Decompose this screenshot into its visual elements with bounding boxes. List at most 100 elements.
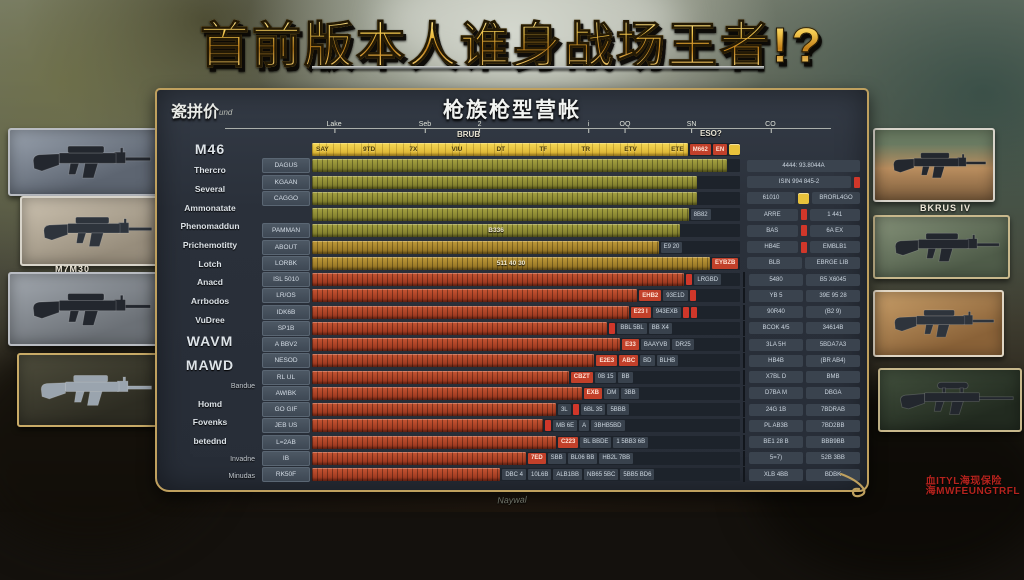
value-chip: 3BHB5BD xyxy=(591,420,625,432)
watermark-line-2: 海MWFEUNGTRFL xyxy=(925,486,1020,497)
bar-zone: EXB DM 3BB xyxy=(312,386,740,400)
stat-bar xyxy=(312,403,556,416)
row-values: YB 5 39E 95 28 xyxy=(743,288,860,304)
row-values: 4444: 93.8044A xyxy=(743,158,860,173)
value-chip: M662 xyxy=(689,144,711,155)
table-row: IB 7ED SBB BL06 BB HB2L 7BB 5=7) 52B 3BB xyxy=(262,450,860,466)
border-curl-ornament xyxy=(839,472,866,498)
bar-segment-label: SAY xyxy=(316,146,329,153)
weapon-card-left-4 xyxy=(17,353,162,427)
weapon-name: MAWD xyxy=(185,357,235,374)
bar-segment-label: TF xyxy=(539,146,548,153)
stats-panel: 枪族枪型营帐 瓷拼价 und Lake Seb 2 i OQ SN CO BRUB ESO?… xyxy=(155,88,869,506)
scale-tick-label: OQ xyxy=(619,121,631,133)
row-label: L=2AB xyxy=(262,434,310,450)
row-label: ISL 5010 xyxy=(262,272,310,287)
value-chip: EHB2 xyxy=(639,290,662,302)
table-row: RL UL CBZT 0B 15 BB X7BL D BMB xyxy=(262,369,860,385)
bar-zone: E9 20 xyxy=(312,240,740,254)
table-row: CAGGO 61010 BRORL4GO xyxy=(262,190,860,206)
value-chip: 61010 xyxy=(747,192,795,205)
value-chip: 5=7) xyxy=(749,452,803,465)
stat-bar xyxy=(312,435,556,449)
value-chip: EBRGE LIB xyxy=(805,257,860,270)
row-label: IDK6B xyxy=(262,304,310,320)
row-values: X7BL D BMB xyxy=(743,369,860,385)
value-chip: EYBZB xyxy=(712,257,739,269)
table-row: DAGUS 4444: 93.8044A xyxy=(262,158,860,174)
row-values: PL AB3B 7BD2BB xyxy=(743,418,860,434)
row-values: 5=7) 52B 3BB xyxy=(743,450,860,466)
row-values: HB4B (BR AB4) xyxy=(743,353,860,369)
stat-bar xyxy=(312,321,607,335)
stat-bar: 511 40 30 xyxy=(312,256,710,270)
bar-zone: LRGBD xyxy=(312,273,740,286)
bar-zone: 7ED SBB BL06 BB HB2L 7BB xyxy=(312,451,740,465)
scale-tick-label: SN xyxy=(686,121,697,133)
value-chip: BLHB xyxy=(656,355,679,367)
bar-segment-label: ETV xyxy=(624,146,637,153)
weapon-card-right-2 xyxy=(873,215,1010,279)
value-chip: C223 xyxy=(557,436,579,448)
weapon-card-left-1 xyxy=(8,128,162,196)
value-chip: E9 20 xyxy=(660,241,683,253)
weapon-name: VuDree xyxy=(195,314,225,325)
row-values: D7BA M DBGA xyxy=(743,385,860,401)
value-chip xyxy=(729,144,740,155)
row-label: JEB US xyxy=(262,418,310,434)
row-values: BAS 6A EX xyxy=(743,223,860,238)
bar-zone: E2E3 ABC BD BLHB xyxy=(312,354,740,368)
value-chip: 24G 1B xyxy=(749,403,803,416)
weapon-name: Phenomaddun xyxy=(180,221,240,232)
stat-bar xyxy=(312,159,727,173)
stat-bar xyxy=(312,208,689,221)
weapon-name: Bandue xyxy=(230,382,255,390)
stat-bar xyxy=(312,370,569,384)
table-row: SP1B BBL 5BL BB X4 BCOK 4/5 34614B xyxy=(262,320,860,336)
table-row: KGAAN ISIN 994 845-2 xyxy=(262,174,860,190)
value-chip: 3BB xyxy=(621,387,639,399)
value-chip xyxy=(854,176,860,188)
value-chip: 7BDRAB xyxy=(806,403,860,416)
stat-bar xyxy=(312,191,697,205)
value-chip: BAAYVB xyxy=(640,339,671,350)
value-chip xyxy=(609,322,616,334)
value-chip: ALB1BB xyxy=(553,469,583,480)
value-chip: BL06 BB xyxy=(567,452,598,464)
watermark: 血ITYL海现保险 海MWFEUNGTRFL xyxy=(926,477,1020,497)
value-chip xyxy=(800,209,807,220)
value-chip xyxy=(798,192,809,204)
panel-title: 枪族枪型营帐 xyxy=(443,99,581,122)
value-chip: SBB xyxy=(547,452,566,464)
bar-segment-label: 9TD xyxy=(362,146,376,153)
table-row: IDK6B E23 I 943EXB 90R40 (B2 9) xyxy=(262,304,860,320)
bar-zone xyxy=(312,191,740,205)
weapon-name: Thercro xyxy=(194,165,226,176)
value-chip xyxy=(800,225,807,237)
page-title: 首前版本人谁身战场王者!? xyxy=(0,6,1024,77)
row-label: PAMMAN xyxy=(262,223,310,239)
table-row: NESOD E2E3 ABC BD BLHB HB4B (BR AB4) xyxy=(262,353,860,369)
row-values: 61010 BRORL4GO xyxy=(743,191,860,206)
row-values: 5480 B5 X6045 xyxy=(743,272,860,287)
value-chip: A xyxy=(579,420,590,432)
bar-zone: MB 6E A 3BHB5BD xyxy=(312,419,740,433)
scale-note-right: ESO? xyxy=(700,129,722,138)
value-chip: 3LA 5H xyxy=(749,338,803,351)
value-chip: BL BBDE xyxy=(580,436,612,448)
weapon-name: WAVM xyxy=(186,333,234,350)
row-values: BCOK 4/5 34614B xyxy=(743,320,860,336)
row-label: AWIBK xyxy=(262,385,310,401)
row-label: LORBK xyxy=(262,255,310,271)
weapon-card-right-4 xyxy=(878,368,1022,432)
row-values: 24G 1B 7BDRAB xyxy=(743,402,860,417)
row-values: HB4E EMBLB1 xyxy=(743,240,860,255)
value-chip: LRGBD xyxy=(694,274,722,285)
stat-bar xyxy=(312,419,543,433)
stat-bar xyxy=(312,289,637,303)
value-chip xyxy=(682,306,689,318)
value-chip: 6A EX xyxy=(809,224,860,237)
pointer-down-icon xyxy=(203,146,217,154)
scale-tick-label: Seb xyxy=(418,121,432,133)
value-chip xyxy=(800,241,807,253)
